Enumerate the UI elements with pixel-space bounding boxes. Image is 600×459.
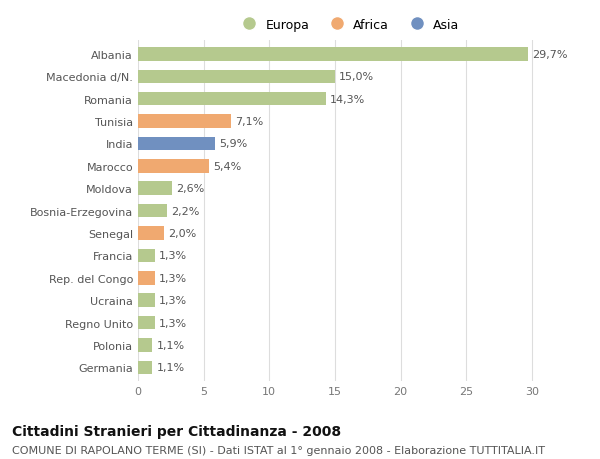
Bar xyxy=(138,204,167,218)
Bar xyxy=(138,227,164,240)
Bar xyxy=(138,137,215,151)
Text: 1,3%: 1,3% xyxy=(159,318,187,328)
Bar xyxy=(138,249,155,263)
Text: Cittadini Stranieri per Cittadinanza - 2008: Cittadini Stranieri per Cittadinanza - 2… xyxy=(12,425,341,438)
Text: 1,1%: 1,1% xyxy=(157,340,185,350)
Text: 1,1%: 1,1% xyxy=(157,363,185,373)
Text: 7,1%: 7,1% xyxy=(235,117,263,127)
Bar xyxy=(138,316,155,330)
Bar xyxy=(138,48,528,62)
Bar xyxy=(138,294,155,307)
Bar xyxy=(138,160,209,173)
Text: COMUNE DI RAPOLANO TERME (SI) - Dati ISTAT al 1° gennaio 2008 - Elaborazione TUT: COMUNE DI RAPOLANO TERME (SI) - Dati IST… xyxy=(12,445,545,455)
Text: 14,3%: 14,3% xyxy=(329,95,365,104)
Bar xyxy=(138,93,326,106)
Bar xyxy=(138,115,231,129)
Text: 1,3%: 1,3% xyxy=(159,273,187,283)
Text: 15,0%: 15,0% xyxy=(339,72,374,82)
Bar xyxy=(138,271,155,285)
Text: 1,3%: 1,3% xyxy=(159,251,187,261)
Text: 2,0%: 2,0% xyxy=(168,229,196,239)
Text: 2,6%: 2,6% xyxy=(176,184,205,194)
Text: 5,4%: 5,4% xyxy=(213,162,241,172)
Text: 1,3%: 1,3% xyxy=(159,296,187,306)
Bar xyxy=(138,338,152,352)
Text: 29,7%: 29,7% xyxy=(532,50,567,60)
Legend: Europa, Africa, Asia: Europa, Africa, Asia xyxy=(237,19,459,32)
Bar xyxy=(138,70,335,84)
Text: 5,9%: 5,9% xyxy=(220,139,248,149)
Bar xyxy=(138,361,152,374)
Text: 2,2%: 2,2% xyxy=(171,206,199,216)
Bar xyxy=(138,182,172,196)
